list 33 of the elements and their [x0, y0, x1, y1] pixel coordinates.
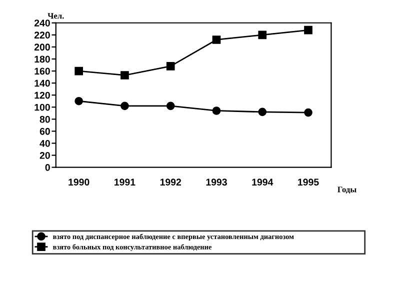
- y-tick-label: 20: [40, 152, 50, 159]
- point: [258, 30, 267, 40]
- y-tick-label: 40: [40, 140, 50, 147]
- y-tick-label: 160: [34, 68, 50, 75]
- y-tick-label: 0: [45, 164, 50, 171]
- x-tick-label: 1991: [114, 178, 136, 186]
- x-tick-label: 1994: [252, 178, 274, 186]
- y-axis-title: Чел.: [48, 13, 64, 19]
- y-tick-label: 60: [40, 128, 50, 135]
- point: [120, 71, 129, 80]
- point: [304, 26, 312, 34]
- point: [120, 102, 129, 110]
- y-tick-label: 140: [34, 80, 50, 87]
- point: [166, 62, 175, 70]
- point: [258, 108, 267, 116]
- point: [304, 108, 312, 117]
- x-tick-label: 1992: [160, 178, 182, 186]
- y-tick-label: 240: [34, 20, 50, 26]
- y-tick-label: 220: [34, 32, 50, 39]
- point: [74, 96, 83, 106]
- y-tick-label: 80: [40, 116, 50, 123]
- point: [74, 66, 83, 76]
- point: [212, 36, 221, 44]
- y-tick-label: 200: [34, 44, 50, 51]
- x-tick-label: 1995: [298, 178, 319, 186]
- x-tick-label: 1993: [206, 178, 227, 186]
- y-tick-label: 180: [34, 56, 50, 63]
- x-axis-title: Годы: [338, 186, 356, 194]
- x-tick-label: 1990: [68, 178, 90, 186]
- point: [212, 106, 221, 115]
- y-tick-label: 120: [34, 92, 50, 99]
- point: [166, 102, 175, 110]
- y-tick-label: 100: [34, 104, 50, 111]
